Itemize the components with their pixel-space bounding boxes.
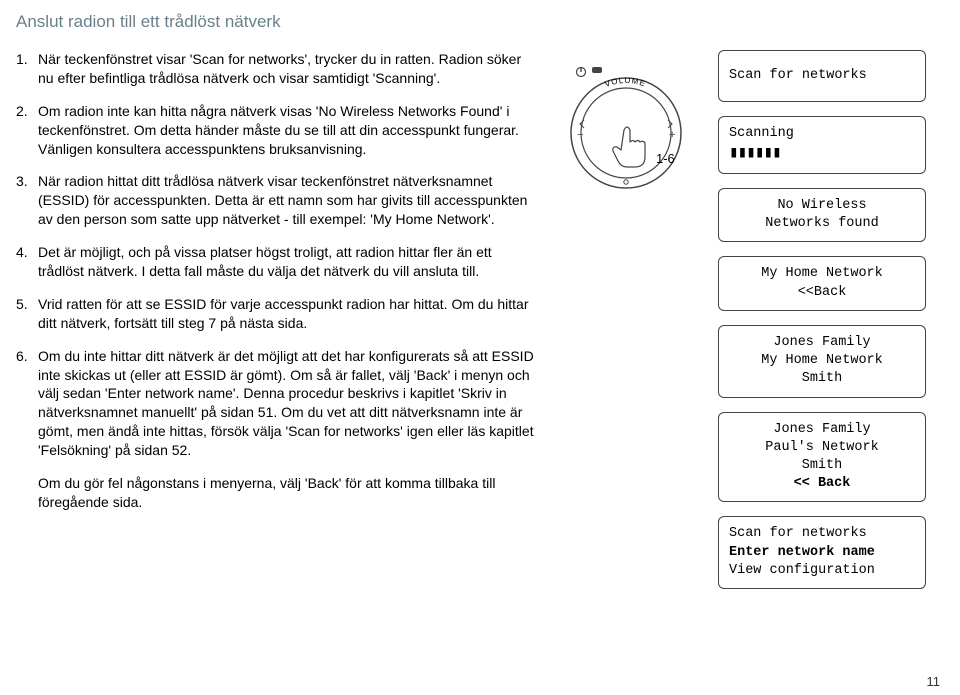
step-text: Om radion inte kan hitta några nätverk v… — [38, 103, 519, 157]
screen-line: Enter network name — [729, 544, 915, 562]
screen-line: View configuration — [729, 562, 915, 580]
screen-line: Scan for networks — [729, 67, 915, 85]
screen-line: Jones Family — [729, 334, 915, 352]
screen-line: Paul's Network — [729, 439, 915, 457]
dial-steps-label: 1-6 — [656, 151, 675, 166]
sleep-icon — [592, 67, 602, 73]
content-columns: 1. När teckenfönstret visar 'Scan for net… — [16, 50, 944, 589]
screen-menu: Scan for networks Enter network name Vie… — [718, 516, 926, 589]
step-num: 2. — [16, 102, 28, 121]
step-6: 6. Om du inte hittar ditt nätverk är det … — [16, 347, 536, 460]
screen-line: Jones Family — [729, 421, 915, 439]
minus-icon: − — [577, 129, 583, 141]
step-num: 5. — [16, 295, 28, 314]
step-1: 1. När teckenfönstret visar 'Scan for net… — [16, 50, 536, 88]
step-5: 5. Vrid ratten för att se ESSID för varje… — [16, 295, 536, 333]
step-text: När teckenfönstret visar 'Scan for netwo… — [38, 51, 521, 86]
screen-line: Scanning — [729, 125, 915, 143]
step-text: Det är möjligt, och på vissa platser hög… — [38, 244, 492, 279]
instructions-column: 1. När teckenfönstret visar 'Scan for net… — [16, 50, 546, 589]
screen-line: My Home Network — [729, 265, 915, 283]
hand-pointer-icon — [613, 127, 645, 167]
step-3: 3. När radion hittat ditt trådlösa nätver… — [16, 172, 536, 229]
screen-line: Scan for networks — [729, 525, 915, 543]
display-screens: Scan for networks Scanning ▮▮▮▮▮▮ No Wir… — [718, 50, 926, 589]
screen-home-network: My Home Network <<Back — [718, 256, 926, 310]
screen-line: <<Back — [729, 284, 915, 302]
screen-line: No Wireless — [729, 197, 915, 215]
screen-line: Smith — [729, 457, 915, 475]
right-column: VOLUME − + 1-6 — [546, 50, 926, 589]
screen-line: My Home Network — [729, 352, 915, 370]
screen-line: Networks found — [729, 215, 915, 233]
plus-icon: + — [669, 129, 675, 141]
step-num: 6. — [16, 347, 28, 366]
footnote: Om du gör fel någonstans i menyerna, väl… — [16, 474, 536, 512]
screen-line: Smith — [729, 370, 915, 388]
power-icon — [577, 67, 586, 77]
step-num: 3. — [16, 172, 28, 191]
page-title: Anslut radion till ett trådlöst nätverk — [16, 12, 944, 32]
screen-network-list-1: Jones Family My Home Network Smith — [718, 325, 926, 398]
steps-list: 1. När teckenfönstret visar 'Scan for net… — [16, 50, 536, 460]
page-number: 11 — [927, 674, 941, 689]
screen-network-list-2: Jones Family Paul's Network Smith << Bac… — [718, 412, 926, 503]
progress-bar: ▮▮▮▮▮▮ — [729, 143, 915, 165]
screen-scanning: Scanning ▮▮▮▮▮▮ — [718, 116, 926, 174]
step-text: När radion hittat ditt trådlösa nätverk … — [38, 173, 527, 227]
step-num: 1. — [16, 50, 28, 69]
dial-illustration: VOLUME − + 1-6 — [546, 50, 706, 589]
step-4: 4. Det är möjligt, och på vissa platser h… — [16, 243, 536, 281]
step-text: Vrid ratten för att se ESSID för varje a… — [38, 296, 528, 331]
step-num: 4. — [16, 243, 28, 262]
step-text: Om du inte hittar ditt nätverk är det mö… — [38, 348, 534, 458]
volume-dial-svg: VOLUME − + 1-6 — [551, 58, 701, 238]
screen-scan: Scan for networks — [718, 50, 926, 102]
svg-text:VOLUME: VOLUME — [604, 76, 648, 89]
step-2: 2. Om radion inte kan hitta några nätverk… — [16, 102, 536, 159]
screen-no-wireless: No Wireless Networks found — [718, 188, 926, 242]
volume-label: VOLUME — [604, 76, 648, 89]
screen-line: << Back — [729, 475, 915, 493]
